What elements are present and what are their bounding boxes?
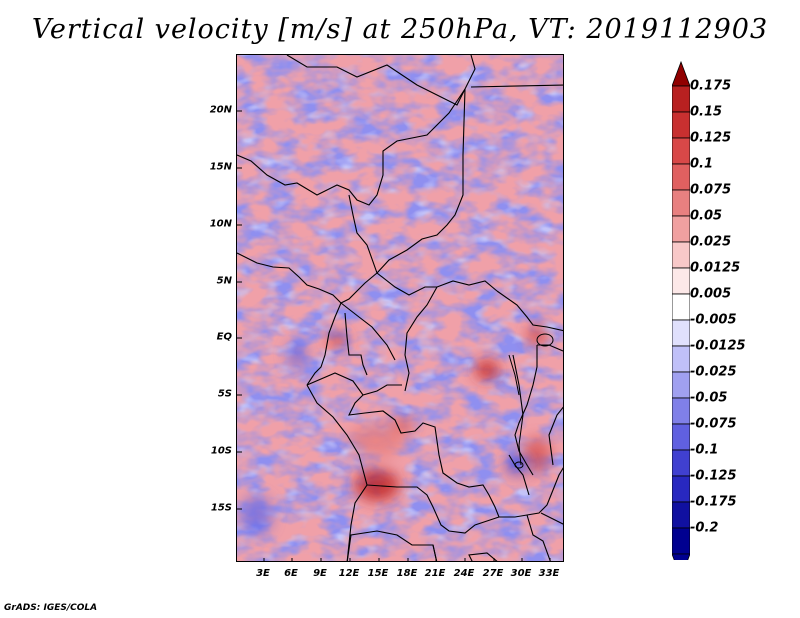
colorbar-box <box>672 423 690 451</box>
colorbar-box <box>672 241 690 269</box>
lon-label-30e: 30E <box>510 568 532 579</box>
chart-title: Vertical velocity [m/s] at 250hPa, VT: 2… <box>31 14 769 45</box>
colorbar-tick-label: -0.025 <box>690 364 737 380</box>
colorbar-tick-label: 0.175 <box>690 78 732 94</box>
colorbar-box <box>672 345 690 373</box>
colorbar-tick-label: 0.15 <box>690 104 723 120</box>
lon-label-27e: 27E <box>482 568 504 579</box>
colorbar-tick-label: 0.075 <box>690 182 732 198</box>
colorbar-tick-label: -0.0125 <box>690 338 746 354</box>
colorbar-tick-label: -0.175 <box>690 494 737 510</box>
lon-label-9e: 9E <box>313 568 327 579</box>
colorbar-bottom-arrow <box>672 553 690 560</box>
lon-label-12e: 12E <box>338 568 360 579</box>
colorbar-box <box>672 293 690 321</box>
colorbar-tick-label: -0.005 <box>690 312 737 328</box>
country-borders <box>237 55 563 561</box>
lakes <box>508 333 554 469</box>
colorbar-tick-label: -0.075 <box>690 416 737 432</box>
axis-ticks <box>237 110 551 561</box>
lon-label-15e: 15E <box>367 568 389 579</box>
colorbar-box <box>672 371 690 399</box>
lon-label-6e: 6E <box>284 568 298 579</box>
lat-label-10n: 10N <box>209 218 232 230</box>
lat-label-20n: 20N <box>209 104 232 116</box>
field-positive-layer <box>237 55 563 561</box>
strong-updraft-areas <box>327 325 551 501</box>
colorbar-box <box>672 189 690 217</box>
colorbar-box <box>672 449 690 477</box>
colorbar <box>672 60 690 560</box>
colorbar-box <box>672 215 690 243</box>
colorbar-box <box>672 111 690 139</box>
colorbar-box <box>672 137 690 165</box>
colorbar-tick-label: 0.005 <box>690 286 732 302</box>
lat-label-15n: 15N <box>209 161 232 173</box>
colorbar-tick-label: 0.1 <box>690 156 714 172</box>
colorbar-box <box>672 475 690 503</box>
strong-downdraft-areas <box>241 341 529 535</box>
lon-label-21e: 21E <box>424 568 446 579</box>
lat-label-5n: 5N <box>216 275 232 287</box>
lat-label-5s: 5S <box>217 388 232 400</box>
colorbar-box <box>672 85 690 113</box>
colorbar-top-arrow <box>672 60 690 87</box>
vertical-velocity-map <box>236 54 564 562</box>
colorbar-tick-label: -0.2 <box>690 520 719 536</box>
colorbar-box <box>672 501 690 529</box>
lon-label-3e: 3E <box>256 568 270 579</box>
colorbar-box <box>672 163 690 191</box>
colorbar-tick-label: -0.1 <box>690 442 719 458</box>
lat-label-15s: 15S <box>210 502 232 514</box>
colorbar-box <box>672 319 690 347</box>
lat-label-10s: 10S <box>210 445 232 457</box>
colorbar-tick-label: 0.05 <box>690 208 723 224</box>
colorbar-box <box>672 527 690 555</box>
footer-credit: GrADS: IGES/COLA <box>4 603 98 613</box>
lon-label-24e: 24E <box>453 568 475 579</box>
lat-label-eq: EQ <box>216 331 232 343</box>
colorbar-tick-label: 0.025 <box>690 234 732 250</box>
lon-label-33e: 33E <box>538 568 560 579</box>
colorbar-tick-label: -0.05 <box>690 390 728 406</box>
colorbar-box <box>672 267 690 295</box>
colorbar-box <box>672 397 690 425</box>
colorbar-tick-label: 0.0125 <box>690 260 741 276</box>
lon-label-18e: 18E <box>396 568 418 579</box>
map-canvas <box>237 55 563 561</box>
colorbar-tick-label: 0.125 <box>690 130 732 146</box>
colorbar-tick-label: -0.125 <box>690 468 737 484</box>
